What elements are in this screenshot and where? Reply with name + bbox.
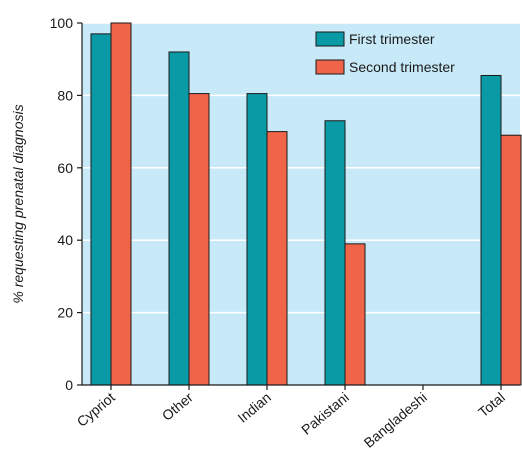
y-tick-label: 60 <box>57 160 73 176</box>
y-tick-label: 40 <box>57 232 73 248</box>
legend-label-second-trimester: Second trimester <box>349 59 455 75</box>
x-axis: Cypriot Other Indian Pakistani Bangladeshi To… <box>74 385 520 451</box>
bar-indian-second-trimester <box>267 132 287 385</box>
bar-indian-first-trimester <box>247 94 267 385</box>
bar-total-first-trimester <box>481 75 501 385</box>
x-tick-label-total: Total <box>475 389 508 420</box>
bar-other-second-trimester <box>189 94 209 385</box>
bar-total-second-trimester <box>501 135 521 385</box>
plot-background <box>82 23 520 385</box>
legend-swatch-first-trimester <box>316 32 344 46</box>
x-tick-label-pakistani: Pakistani <box>298 389 352 438</box>
y-axis: 0 20 40 60 80 100 <box>50 15 82 393</box>
bar-cypriot-first-trimester <box>91 34 111 385</box>
x-tick-label-other: Other <box>159 389 196 424</box>
x-tick-label-indian: Indian <box>234 389 274 426</box>
bar-other-first-trimester <box>169 52 189 385</box>
bar-pakistani-first-trimester <box>325 121 345 385</box>
y-tick-label: 80 <box>57 87 73 103</box>
legend-swatch-second-trimester <box>316 60 344 74</box>
bar-pakistani-second-trimester <box>345 244 365 385</box>
bar-cypriot-second-trimester <box>111 23 131 385</box>
y-tick-label: 20 <box>57 305 73 321</box>
legend-label-first-trimester: First trimester <box>349 31 435 47</box>
y-axis-title: % requesting prenatal diagnosis <box>10 104 26 303</box>
x-tick-label-cypriot: Cypriot <box>74 389 118 430</box>
y-tick-label: 100 <box>50 15 74 31</box>
y-tick-label: 0 <box>65 377 73 393</box>
x-tick-label-bangladeshi: Bangladeshi <box>361 389 430 451</box>
